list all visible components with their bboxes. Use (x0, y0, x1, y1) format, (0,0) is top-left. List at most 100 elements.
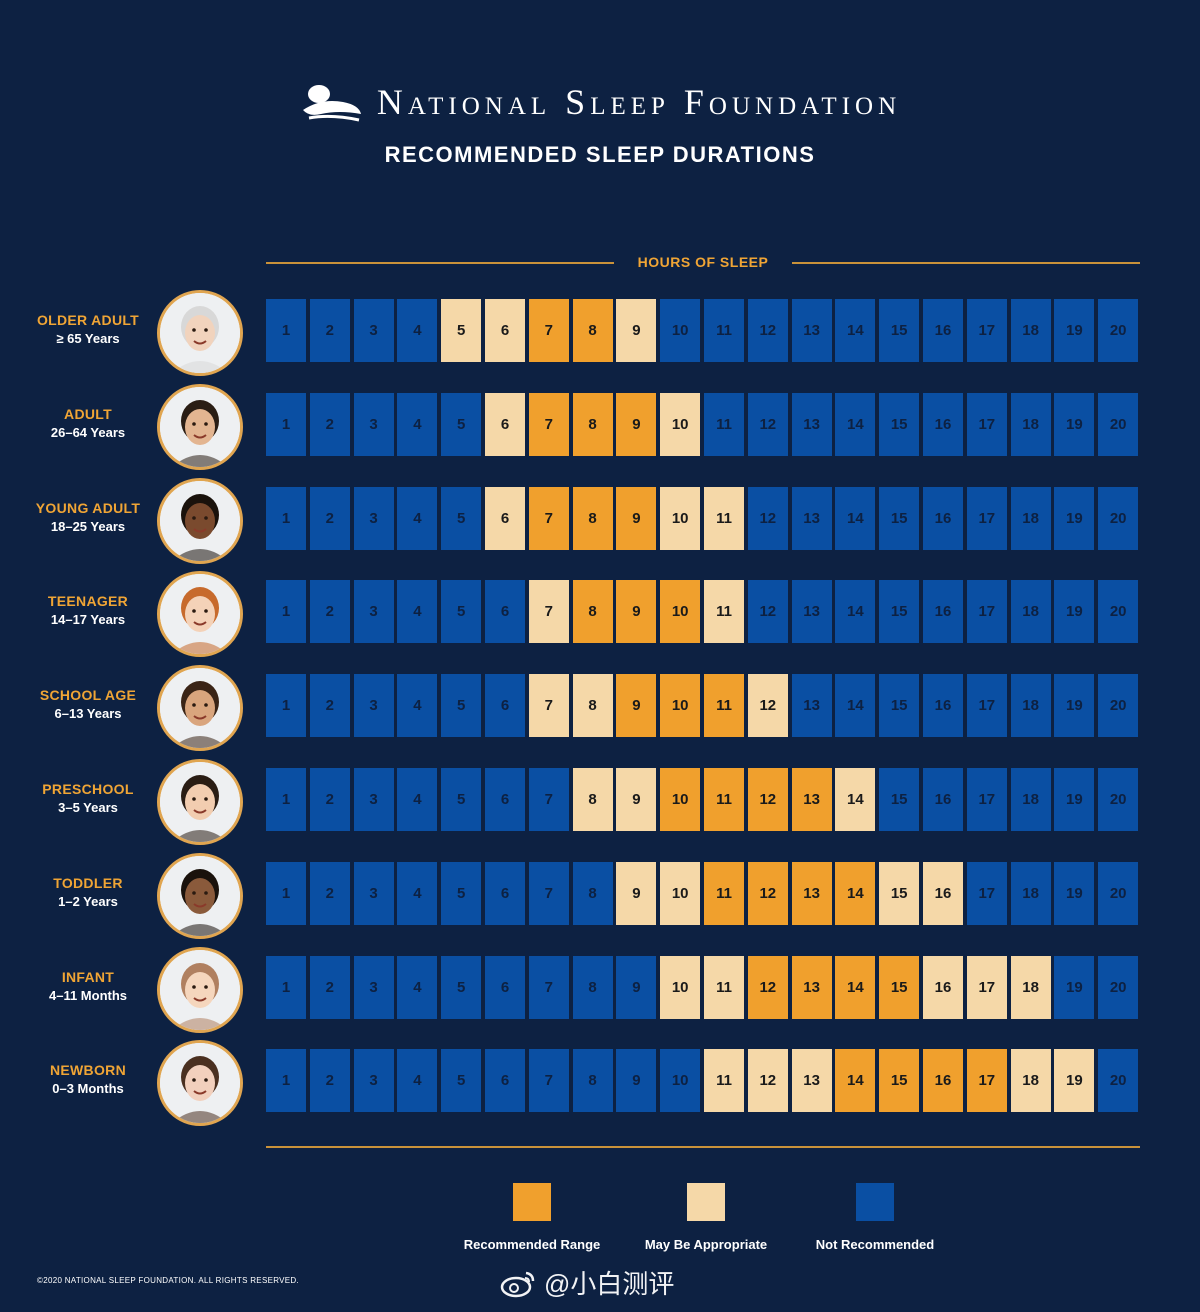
hour-cell-not-recommended: 3 (353, 674, 394, 738)
hour-cell-recommended: 14 (835, 861, 876, 925)
age-group-range: 4–11 Months (48, 987, 128, 1003)
hour-cell-not-recommended: 5 (441, 674, 482, 738)
hour-cell-not-recommended: 12 (747, 486, 788, 550)
hour-cell-may-be-appropriate: 5 (441, 299, 482, 362)
hour-cell-not-recommended: 12 (747, 299, 788, 362)
hour-cell-may-be-appropriate: 12 (747, 1049, 788, 1113)
hour-cell-not-recommended: 14 (835, 674, 876, 738)
age-group-name: TODDLER (53, 874, 123, 891)
hour-cell-not-recommended: 12 (747, 580, 788, 644)
copyright-notice: ©2020 NATIONAL SLEEP FOUNDATION. ALL RIG… (37, 1276, 300, 1285)
watermark: @小白测评 (500, 1264, 674, 1301)
hour-cell-recommended: 9 (616, 674, 657, 738)
hour-cell-may-be-appropriate: 8 (572, 768, 613, 831)
hour-cell-not-recommended: 18 (1010, 486, 1051, 550)
hour-cells: 1 2 3 4 5 6 7 8 9 10 11 12 13 14 15 16 17 18 19 20 (266, 580, 1140, 644)
hour-cell-not-recommended: 8 (572, 861, 613, 925)
toddler-portrait (157, 852, 243, 939)
watermark-text: @小白测评 (544, 1269, 675, 1299)
age-group-name: ADULT (64, 405, 112, 422)
hour-cell-not-recommended: 14 (835, 580, 876, 644)
header: National Sleep Foundation RECOMMENDED SL… (0, 0, 1200, 200)
hour-cell-not-recommended: 5 (441, 392, 482, 456)
preschool-portrait (157, 759, 243, 845)
hour-cell-may-be-appropriate: 9 (616, 299, 657, 362)
organization-name: National Sleep Foundation (376, 82, 902, 122)
hour-cells: 1 2 3 4 5 6 7 8 9 10 11 12 13 14 15 16 17 18 19 20 (266, 955, 1140, 1019)
hour-cell-not-recommended: 4 (397, 861, 438, 925)
age-group-row: TODDLER 1–2 Years 1 2 3 4 5 6 7 8 9 10 11 12 13 14 15 16 1… (0, 852, 1200, 939)
hour-cell-recommended: 13 (791, 768, 832, 831)
hour-cell-may-be-appropriate: 9 (616, 768, 657, 831)
hour-cell-not-recommended: 15 (879, 674, 920, 738)
hour-cell-not-recommended: 18 (1010, 861, 1051, 925)
newborn-portrait (157, 1040, 243, 1127)
hour-cell-not-recommended: 16 (923, 392, 963, 456)
hour-cell-recommended: 15 (879, 1049, 920, 1113)
hour-cell-not-recommended: 19 (1054, 299, 1095, 362)
hour-cell-not-recommended: 6 (485, 955, 525, 1019)
age-group-label: INFANT 4–11 Months (18, 969, 158, 1003)
divider-left (266, 262, 614, 264)
legend-label-may-be-appropriate: May Be Appropriate (644, 1237, 768, 1252)
older-adult-portrait (157, 290, 243, 376)
hour-cell-not-recommended: 19 (1054, 580, 1095, 644)
hour-cells: 1 2 3 4 5 6 7 8 9 10 11 12 13 14 15 16 17 18 19 20 (266, 486, 1140, 550)
age-group-range: 1–2 Years (58, 893, 118, 909)
hour-cell-not-recommended: 15 (879, 768, 920, 831)
hour-cell-recommended: 11 (704, 674, 744, 738)
age-group-range: ≥ 65 Years (56, 331, 120, 346)
hour-cell-not-recommended: 16 (923, 299, 963, 362)
hour-cell-not-recommended: 4 (397, 674, 438, 738)
age-group-name: SCHOOL AGE (39, 687, 137, 704)
hour-cell-not-recommended: 13 (791, 580, 832, 644)
hour-cell-not-recommended: 9 (616, 1049, 657, 1113)
hour-cell-not-recommended: 19 (1054, 861, 1095, 925)
hour-cell-may-be-appropriate: 14 (835, 768, 876, 831)
hour-cell-not-recommended: 2 (309, 486, 350, 550)
hour-cell-not-recommended: 5 (441, 486, 482, 550)
age-group-name: YOUNG ADULT (35, 499, 141, 516)
hour-cell-not-recommended: 18 (1010, 392, 1051, 456)
hour-cell-not-recommended: 2 (309, 1049, 350, 1113)
hour-cell-recommended: 7 (528, 299, 569, 362)
hour-cells: 1 2 3 4 5 6 7 8 9 10 11 12 13 14 15 16 17 18 19 20 (266, 861, 1140, 925)
hour-cell-may-be-appropriate: 11 (704, 580, 744, 644)
age-group-label: NEWBORN 0–3 Months (18, 1062, 158, 1096)
hour-cell-not-recommended: 5 (441, 768, 482, 831)
hour-cell-not-recommended: 16 (923, 486, 963, 550)
age-group-name: INFANT (61, 968, 115, 985)
hour-cell-not-recommended: 5 (441, 580, 482, 644)
hour-cell-not-recommended: 20 (1098, 674, 1139, 738)
hour-cell-not-recommended: 3 (353, 768, 394, 831)
hour-cell-not-recommended: 7 (528, 861, 569, 925)
legend-may-be-appropriate: May Be Appropriate (616, 1183, 796, 1252)
hour-cell-not-recommended: 13 (791, 486, 832, 550)
hour-cell-not-recommended: 19 (1054, 486, 1095, 550)
hour-cell-not-recommended: 15 (879, 486, 920, 550)
hour-cell-not-recommended: 20 (1098, 580, 1139, 644)
hour-cell-recommended: 10 (660, 768, 701, 831)
hour-cell-recommended: 12 (747, 861, 788, 925)
hour-cell-not-recommended: 17 (966, 580, 1007, 644)
hour-cell-recommended: 13 (791, 955, 832, 1019)
hour-cell-may-be-appropriate: 9 (616, 861, 657, 925)
hour-cell-recommended: 10 (660, 580, 701, 644)
hour-cell-recommended: 14 (835, 1049, 876, 1113)
hour-cell-not-recommended: 9 (616, 955, 657, 1019)
hour-cells: 1 2 3 4 5 6 7 8 9 10 11 12 13 14 15 16 17 18 19 20 (266, 768, 1140, 831)
hour-cell-not-recommended: 5 (441, 1049, 482, 1113)
hour-cell-not-recommended: 4 (397, 768, 438, 831)
hour-cell-not-recommended: 17 (966, 486, 1007, 550)
age-group-row: ADULT 26–64 Years 1 2 3 4 5 6 7 8 9 10 11 12 13 14 15 16 1… (0, 383, 1200, 470)
hour-cell-may-be-appropriate: 10 (660, 392, 701, 456)
hour-cell-not-recommended: 5 (441, 955, 482, 1019)
hour-cell-not-recommended: 20 (1098, 486, 1139, 550)
hour-cell-not-recommended: 20 (1098, 1049, 1139, 1113)
hour-cell-not-recommended: 15 (879, 392, 920, 456)
hour-cell-not-recommended: 7 (528, 1049, 569, 1113)
hour-cell-not-recommended: 10 (660, 299, 701, 362)
age-group-label: YOUNG ADULT 18–25 Years (18, 500, 158, 534)
bottom-divider (266, 1146, 1140, 1148)
age-group-row: PRESCHOOL 3–5 Years 1 2 3 4 5 6 7 8 9 10 11 12 13 14 15 1… (0, 759, 1200, 845)
